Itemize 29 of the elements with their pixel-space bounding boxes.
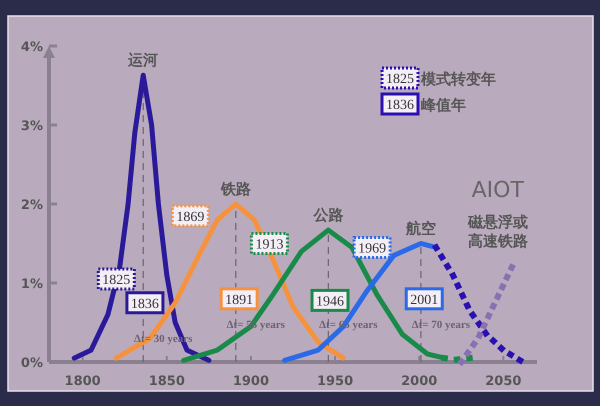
annotation: 2001 (410, 292, 438, 308)
annotation: 1825 (102, 273, 130, 288)
y-tick-label: 1% (20, 277, 43, 292)
x-tick-label: 1850 (148, 374, 185, 389)
annotation: 1869 (176, 210, 204, 225)
x-tick-label: 2050 (485, 374, 522, 389)
annotation: 1969 (358, 241, 386, 256)
series-label: 运河 (127, 51, 158, 70)
y-tick-label: 3% (20, 119, 43, 134)
annotation-aiot: AIOT (472, 178, 524, 204)
series-label: 公路 (312, 206, 344, 224)
x-tick-label: 1900 (232, 374, 270, 389)
annotation: 1891 (225, 292, 254, 308)
annotation: 1825 (386, 72, 414, 87)
series-label: 磁悬浮或高速铁路 (466, 213, 528, 250)
annotation: 1946 (316, 294, 344, 310)
x-tick-label: 1800 (64, 374, 101, 389)
annotation: 1836 (130, 296, 159, 312)
series-label: 航空 (404, 220, 436, 238)
annotation: 模式转变年 (420, 70, 496, 88)
y-tick-label: 4% (20, 40, 43, 55)
annotation: 1913 (255, 238, 284, 252)
annotation: 峰值年 (421, 96, 466, 114)
x-tick-label: 1950 (316, 374, 354, 389)
y-tick-label: 0% (20, 356, 43, 371)
annotation: 1836 (386, 98, 414, 113)
y-tick-label: 2% (20, 198, 43, 213)
x-tick-label: 2000 (401, 374, 438, 389)
series-label: 铁路 (220, 180, 251, 198)
